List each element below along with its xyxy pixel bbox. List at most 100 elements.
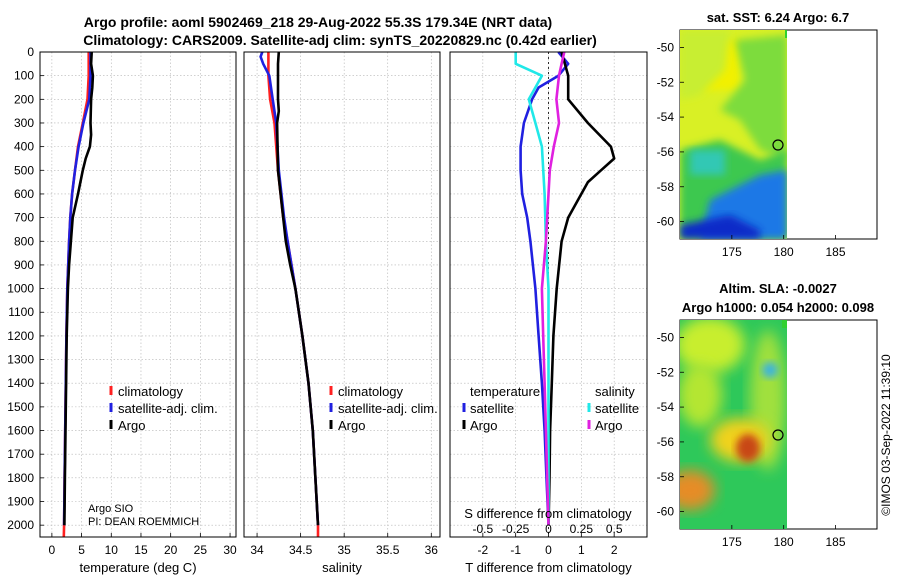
legend-label: climatology [338, 384, 404, 399]
y-tick-label: 100 [14, 69, 34, 83]
legend-title-temperature: temperature [470, 384, 540, 399]
x-tick-label: 0 [49, 543, 56, 557]
y-tick-label: 600 [14, 187, 34, 201]
map-x-tick-label: 185 [826, 535, 846, 549]
sla-argo-marker [772, 429, 784, 441]
series-argo [63, 51, 95, 526]
map-y-tick-label: -60 [657, 215, 675, 229]
legend-label: satellite-adj. clim. [118, 401, 218, 416]
series-temperature-satellite [519, 51, 570, 526]
sst-cyan-patch [690, 150, 725, 175]
x-tick-label: 5 [78, 543, 85, 557]
y-tick-label: 300 [14, 116, 34, 130]
y-tick-label: 1000 [7, 282, 34, 296]
x-tick-label: -1 [510, 543, 521, 557]
sst-map-title: sat. SST: 6.24 Argo: 6.7 [707, 10, 850, 25]
x-tick-label: 36 [425, 543, 439, 557]
y-tick-label: 900 [14, 258, 34, 272]
x-tick-label-top: -0.5 [472, 522, 493, 536]
sla-field [680, 320, 787, 529]
x-tick-label: 34.5 [289, 543, 313, 557]
sla-low-blue [762, 362, 778, 378]
x-axis-label: T difference from climatology [465, 560, 632, 575]
plot-frame [39, 51, 237, 538]
difference-plot: -2 -1 0 1 2 temperature salinity satellite Argo s… [449, 51, 648, 575]
x-axis-label: salinity [322, 560, 362, 575]
y-tick-label: 700 [14, 211, 34, 225]
y-tick-label: 1700 [7, 447, 34, 461]
x-tick-label: 35 [337, 543, 351, 557]
x-tick-label: 20 [164, 543, 178, 557]
y-tick-label: 1800 [7, 471, 34, 485]
series-salinity-argo [540, 51, 566, 526]
x-tick-label-top: 0 [545, 522, 552, 536]
figure-title-line1: Argo profile: aoml 5902469_218 29-Aug-20… [84, 14, 552, 30]
plot-frame [449, 51, 648, 538]
sst-field [680, 30, 787, 239]
x-tick-label: 30 [223, 543, 237, 557]
x-tick-label-top: 0.5 [606, 522, 623, 536]
legend-label: satellite [595, 401, 639, 416]
sst-argo-marker [772, 139, 784, 151]
x-tick-label: 34 [250, 543, 264, 557]
legend-label: Argo [595, 418, 622, 433]
y-tick-label: 1900 [7, 495, 34, 509]
y-tick-label: 1400 [7, 376, 34, 390]
map-y-tick-label: -54 [657, 110, 675, 124]
x-tick-label: 0 [545, 543, 552, 557]
sst-missing [785, 30, 787, 38]
sst-map: sat. SST: 6.24 Argo: 6.7 175 180 185 -50 -52… [657, 10, 878, 259]
map-y-tick-label: -54 [657, 400, 675, 414]
y-tick-label: 2000 [7, 518, 34, 532]
sla-yellow-north [680, 320, 745, 373]
legend-label: Argo [118, 418, 145, 433]
x-axis-label-top: S difference from climatology [464, 506, 632, 521]
x-tick-label: 2 [611, 543, 618, 557]
y-tick-label: 1600 [7, 424, 34, 438]
x-tick-label: 25 [194, 543, 208, 557]
legend-label: satellite-adj. clim. [338, 401, 438, 416]
map-x-tick-label: 180 [774, 535, 794, 549]
series-argo [275, 51, 320, 526]
y-tick-label: 1200 [7, 329, 34, 343]
sst-cold-water [680, 215, 760, 239]
sla-high-southwest [680, 470, 715, 510]
x-axis-label: temperature (deg C) [79, 560, 196, 575]
map-y-tick-label: -52 [657, 365, 675, 379]
sla-map-title1: Altim. SLA: -0.0027 [719, 281, 837, 296]
map-y-tick-label: -58 [657, 180, 675, 194]
map-y-tick-label: -56 [657, 145, 675, 159]
map-x-tick-label: 175 [722, 535, 742, 549]
y-tick-label: 500 [14, 163, 34, 177]
x-tick-label: -2 [477, 543, 488, 557]
y-tick-label: 1500 [7, 400, 34, 414]
sla-map: Altim. SLA: -0.0027 Argo h1000: 0.054 h2… [657, 281, 878, 549]
y-tick-label: 200 [14, 92, 34, 106]
y-tick-label: 400 [14, 140, 34, 154]
x-tick-label: 10 [105, 543, 119, 557]
map-x-tick-label: 180 [774, 245, 794, 259]
map-y-tick-label: -50 [657, 330, 675, 344]
series-salinity-satellite [514, 52, 550, 526]
figure-title-line2: Climatology: CARS2009. Satellite-adj cli… [83, 32, 597, 48]
sla-max-center [736, 434, 760, 462]
plot-background [40, 52, 236, 537]
series-temperature-argo [547, 51, 616, 526]
map-y-tick-label: -58 [657, 470, 675, 484]
x-tick-label-top: -0.25 [502, 522, 530, 536]
plot-frame [243, 51, 441, 538]
map-x-tick-label: 175 [722, 245, 742, 259]
x-tick-label: 35.5 [376, 543, 400, 557]
map-y-tick-label: -50 [657, 40, 675, 54]
legend-title-salinity: salinity [595, 384, 635, 399]
salinity-plot: 34 34.5 35 35.5 36 salinity climatology satelli… [243, 51, 441, 575]
sla-missing [782, 320, 787, 328]
sla-map-title2: Argo h1000: 0.054 h2000: 0.098 [682, 300, 874, 315]
annotation-pi: PI: DEAN ROEMMICH [88, 516, 199, 528]
temperature-plot: 0 5 10 15 20 25 300100200300400500600700800900… [7, 45, 237, 575]
sst-warm-band [680, 30, 730, 100]
map-y-tick-label: -52 [657, 75, 675, 89]
imos-timestamp: ©IMOS 03-Sep-2022 11:39:10 [879, 354, 893, 516]
map-y-tick-label: -56 [657, 435, 675, 449]
sla-yellow-mid [680, 363, 722, 427]
